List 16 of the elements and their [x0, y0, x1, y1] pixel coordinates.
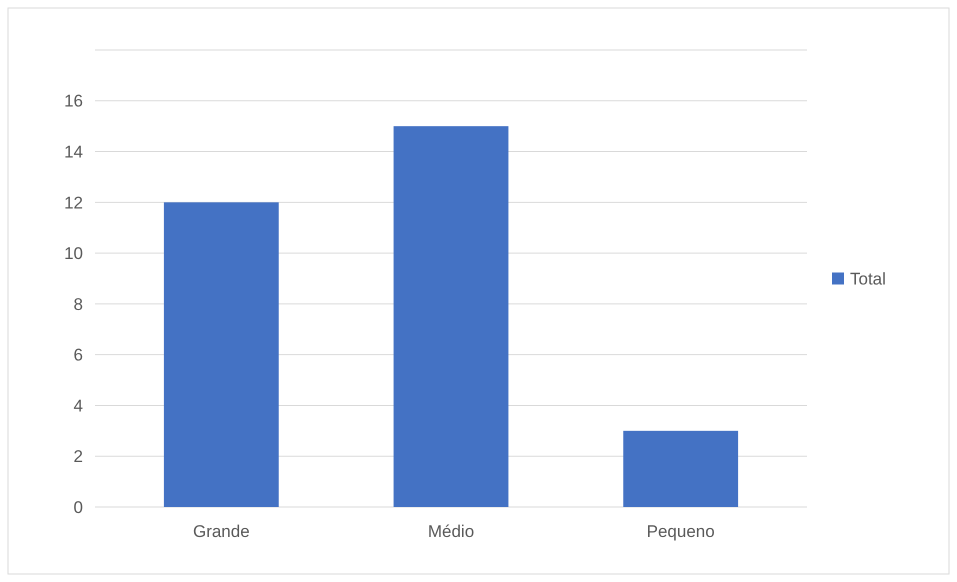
y-tick-label: 16: [64, 92, 83, 111]
bar: [623, 430, 738, 507]
y-tick-label: 2: [74, 447, 83, 466]
x-tick-label: Grande: [192, 522, 250, 541]
x-tick-label: Pequeno: [646, 522, 715, 541]
y-tick-label: 4: [74, 396, 83, 416]
legend-label: Total: [850, 269, 886, 288]
bar: [164, 202, 279, 507]
y-tick-label: 6: [74, 346, 83, 365]
x-tick-label: Médio: [428, 522, 474, 541]
y-tick-label: 14: [64, 142, 83, 162]
bar: [394, 126, 508, 507]
y-tick-label: 12: [64, 193, 83, 212]
y-tick-label: 10: [64, 244, 83, 264]
y-tick-label: 8: [74, 294, 83, 314]
y-tick-label: 0: [74, 498, 83, 517]
